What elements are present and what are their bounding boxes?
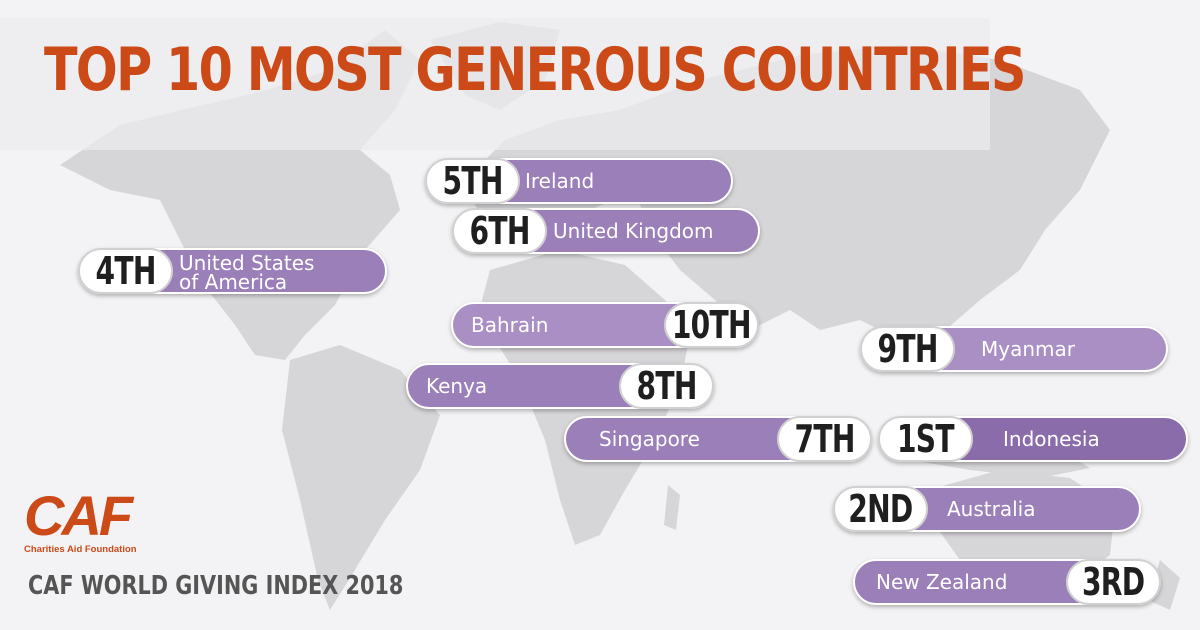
rank-badge: 5TH — [425, 158, 520, 204]
rank-badge: 7TH — [777, 416, 872, 462]
new-zealand-shape — [1148, 560, 1180, 610]
south-america-shape — [282, 345, 440, 610]
rank-badge: 9TH — [860, 326, 955, 372]
rank-pill-australia: 2ND Australia — [833, 486, 1141, 532]
rank-badge: 4TH — [78, 248, 173, 294]
madagascar-shape — [664, 485, 680, 530]
country-name: Myanmar — [981, 337, 1075, 361]
rank-label: 8TH — [636, 364, 697, 408]
rank-badge: 10TH — [664, 302, 759, 348]
country-name: New Zealand — [876, 570, 1008, 594]
rank-pill-united-kingdom: 6TH United Kingdom — [452, 208, 760, 254]
country-name: Australia — [947, 497, 1036, 521]
country-name: Singapore — [599, 427, 700, 451]
index-title: CAF WORLD GIVING INDEX 2018 — [28, 571, 404, 601]
rank-label: 4TH — [95, 249, 156, 293]
country-name: Bahrain — [471, 313, 549, 337]
country-name: Kenya — [426, 374, 488, 398]
rank-label: 1ST — [897, 417, 955, 461]
rank-label: 10TH — [672, 303, 752, 347]
rank-pill-ireland: 5TH Ireland — [425, 158, 733, 204]
rank-badge: 8TH — [619, 363, 714, 409]
caf-logo-subtitle: Charities Aid Foundation — [24, 544, 137, 555]
title-band — [0, 18, 990, 150]
rank-label: 5TH — [442, 159, 503, 203]
rank-badge: 2ND — [833, 486, 928, 532]
country-name: Ireland — [525, 169, 595, 193]
rank-label: 6TH — [469, 209, 530, 253]
rank-badge: 6TH — [452, 208, 547, 254]
rank-label: 7TH — [794, 417, 855, 461]
rank-pill-kenya: Kenya 8TH — [406, 363, 714, 409]
rank-pill-indonesia: 1ST Indonesia — [878, 416, 1188, 462]
rank-label: 3RD — [1082, 560, 1145, 604]
country-name: United Kingdom — [553, 219, 714, 243]
rank-badge: 3RD — [1066, 559, 1161, 605]
rank-pill-bahrain: Bahrain 10TH — [451, 302, 759, 348]
rank-badge: 1ST — [878, 416, 973, 462]
caf-logo-wordmark: CAF — [24, 484, 133, 547]
country-name-line-1: United States — [179, 251, 315, 275]
rank-pill-united-states: 4TH United States of America — [78, 248, 387, 294]
country-name: Indonesia — [1003, 427, 1100, 451]
rank-pill-myanmar: 9TH Myanmar — [860, 326, 1168, 372]
rank-label: 2ND — [848, 487, 913, 531]
rank-pill-new-zealand: New Zealand 3RD — [853, 559, 1161, 605]
country-name-line-2: of America — [179, 270, 288, 294]
rank-label: 9TH — [877, 327, 938, 371]
page-title: TOP 10 MOST GENEROUS COUNTRIES — [44, 35, 1026, 105]
rank-pill-singapore: Singapore 7TH — [564, 416, 872, 462]
caf-logo: CAF Charities Aid Foundation — [24, 484, 137, 556]
